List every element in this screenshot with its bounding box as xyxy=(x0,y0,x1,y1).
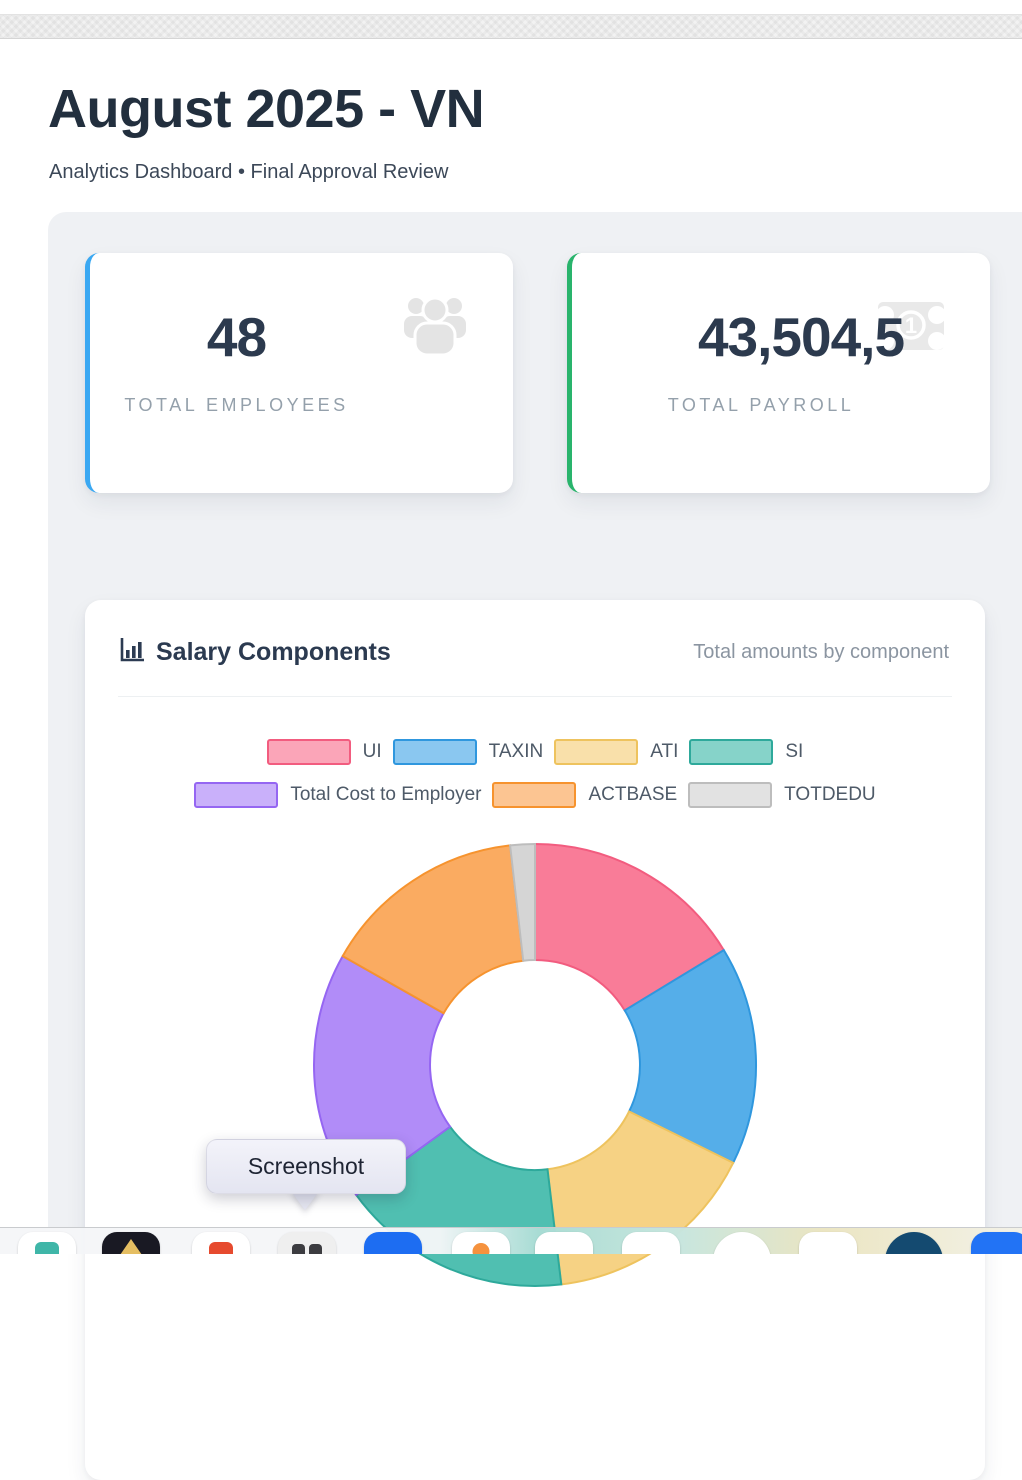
dock-app-white-2[interactable] xyxy=(622,1232,680,1254)
donut-segment-actbase[interactable] xyxy=(341,844,525,1015)
dock-tooltip-label: Screenshot xyxy=(247,1153,365,1179)
total-employees-card: 48 TOTAL EMPLOYEES xyxy=(85,253,513,493)
legend-swatch xyxy=(689,739,774,765)
dock-app-teal-glyph xyxy=(35,1242,59,1254)
legend-item-ati[interactable]: ATI xyxy=(554,739,678,765)
dock-tooltip: Screenshot xyxy=(206,1139,406,1194)
dock xyxy=(0,1227,1022,1254)
dock-app-dark-gold-glyph xyxy=(120,1239,142,1254)
legend-label: ACTBASE xyxy=(588,784,678,805)
dock-app-dark-gold[interactable] xyxy=(102,1232,160,1254)
dock-app-orange-dot[interactable] xyxy=(452,1232,510,1254)
legend-label: SI xyxy=(785,741,804,762)
salary-card-header: Salary Components Total amounts by compo… xyxy=(85,600,985,669)
banknote-icon: 1 xyxy=(876,301,946,356)
dock-app-red-glyph xyxy=(209,1242,233,1254)
legend-swatch xyxy=(554,739,639,765)
total-payroll-label: TOTAL PAYROLL xyxy=(667,395,855,415)
chart-legend: UI TAXIN ATI SI Total Cost to Employer ACTBAS… xyxy=(170,739,900,808)
content-panel: 48 TOTAL EMPLOYEES 1 43,504,5 TOTAL PAYR… xyxy=(48,212,1022,1480)
breadcrumb: Analytics Dashboard • Final Approval Rev… xyxy=(49,161,449,183)
dock-app-gray-keys-glyph xyxy=(292,1244,322,1254)
donut-segment-total-cost-to-employer[interactable] xyxy=(313,954,452,1197)
legend-item-actbase[interactable]: ACTBASE xyxy=(492,782,677,808)
legend-item-taxin[interactable]: TAXIN xyxy=(392,739,544,765)
svg-text:1: 1 xyxy=(905,313,917,338)
dock-app-white-3[interactable] xyxy=(799,1232,857,1254)
window-chrome-band xyxy=(0,14,1022,39)
dock-app-blue-2[interactable] xyxy=(971,1232,1022,1254)
total-payroll-card: 1 43,504,5 TOTAL PAYROLL xyxy=(567,253,990,493)
dock-app-red[interactable] xyxy=(192,1232,250,1254)
legend-swatch xyxy=(194,782,279,808)
salary-components-donut-chart xyxy=(305,835,765,1295)
dock-app-blue[interactable] xyxy=(364,1232,422,1254)
dock-tooltip-arrow xyxy=(290,1190,320,1210)
dock-app-gray-keys[interactable] xyxy=(278,1232,336,1254)
bar-chart-icon xyxy=(118,636,146,669)
legend-label: TOTDEDU xyxy=(784,784,876,805)
dock-app-orange-dot-glyph xyxy=(472,1243,490,1254)
dock-app-white-1[interactable] xyxy=(535,1232,593,1254)
legend-item-totdedu[interactable]: TOTDEDU xyxy=(688,782,876,808)
total-payroll-value: 43,504,5 xyxy=(697,306,905,368)
legend-item-total-cost-to-employer[interactable]: Total Cost to Employer xyxy=(194,782,481,808)
salary-components-card: Salary Components Total amounts by compo… xyxy=(85,600,985,1480)
legend-label: UI xyxy=(362,741,382,762)
legend-swatch xyxy=(392,739,477,765)
legend-label: ATI xyxy=(650,741,679,762)
dock-app-navy-round[interactable] xyxy=(885,1232,943,1254)
salary-card-subtitle: Total amounts by component xyxy=(693,641,949,663)
donut-segment-ui[interactable] xyxy=(534,842,726,1012)
legend-label: Total Cost to Employer xyxy=(290,784,482,805)
donut-segment-totdedu[interactable] xyxy=(508,842,536,962)
page-title: August 2025 - VN xyxy=(48,79,485,139)
legend-item-si[interactable]: SI xyxy=(689,739,803,765)
legend-swatch xyxy=(688,782,773,808)
dock-app-white-round[interactable] xyxy=(713,1232,771,1254)
stat-content: 48 TOTAL EMPLOYEES xyxy=(90,253,513,416)
legend-label: TAXIN xyxy=(488,741,544,762)
donut-segment-taxin[interactable] xyxy=(623,948,758,1165)
legend-item-ui[interactable]: UI xyxy=(266,739,382,765)
dock-app-teal[interactable] xyxy=(18,1232,76,1254)
stat-content: 43,504,5 TOTAL PAYROLL xyxy=(572,253,990,416)
divider xyxy=(118,696,952,697)
people-icon xyxy=(402,293,468,360)
total-employees-value: 48 xyxy=(206,306,267,368)
total-employees-label: TOTAL EMPLOYEES xyxy=(124,395,349,415)
legend-swatch xyxy=(492,782,577,808)
salary-card-title: Salary Components xyxy=(156,638,391,666)
legend-swatch xyxy=(266,739,351,765)
